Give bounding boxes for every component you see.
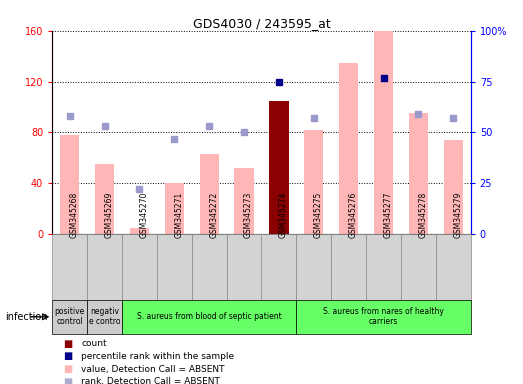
Bar <box>52 234 87 300</box>
Text: rank, Detection Call = ABSENT: rank, Detection Call = ABSENT <box>81 377 220 384</box>
Bar <box>192 234 226 300</box>
Bar <box>269 101 289 234</box>
Title: GDS4030 / 243595_at: GDS4030 / 243595_at <box>192 17 331 30</box>
Bar <box>122 234 157 300</box>
Bar <box>444 140 463 234</box>
Text: value, Detection Call = ABSENT: value, Detection Call = ABSENT <box>81 364 224 374</box>
Text: count: count <box>81 339 107 348</box>
Text: infection: infection <box>5 312 48 322</box>
Bar <box>87 234 122 300</box>
Text: GSM345269: GSM345269 <box>105 191 113 237</box>
Text: positive
control: positive control <box>54 307 85 326</box>
Text: percentile rank within the sample: percentile rank within the sample <box>81 352 234 361</box>
Text: S. aureus from blood of septic patient: S. aureus from blood of septic patient <box>137 312 281 321</box>
Text: ■: ■ <box>63 339 72 349</box>
Bar <box>87 300 122 334</box>
Bar <box>165 184 184 234</box>
Text: GSM345276: GSM345276 <box>349 191 358 237</box>
Text: negativ
e contro: negativ e contro <box>89 307 120 326</box>
Text: GSM345271: GSM345271 <box>174 191 184 237</box>
Text: ■: ■ <box>63 364 72 374</box>
Bar <box>52 300 87 334</box>
Bar <box>234 168 254 234</box>
Bar <box>339 63 358 234</box>
Text: GSM345268: GSM345268 <box>70 191 79 237</box>
Text: GSM345277: GSM345277 <box>383 191 393 237</box>
Text: GSM345274: GSM345274 <box>279 191 288 237</box>
Bar <box>436 234 471 300</box>
Bar <box>130 228 149 234</box>
Bar <box>122 300 297 334</box>
Bar <box>262 234 297 300</box>
Bar <box>401 234 436 300</box>
Bar <box>60 135 79 234</box>
Bar <box>297 300 471 334</box>
Text: GSM345273: GSM345273 <box>244 191 253 237</box>
Text: ■: ■ <box>63 351 72 361</box>
Bar <box>226 234 262 300</box>
Text: GSM345272: GSM345272 <box>209 191 218 237</box>
Bar <box>157 234 192 300</box>
Bar <box>374 31 393 234</box>
Text: GSM345279: GSM345279 <box>453 191 462 237</box>
Bar <box>331 234 366 300</box>
Bar <box>200 154 219 234</box>
Text: ■: ■ <box>63 377 72 384</box>
Bar <box>366 234 401 300</box>
Bar <box>409 113 428 234</box>
Bar <box>304 130 323 234</box>
Text: S. aureus from nares of healthy
carriers: S. aureus from nares of healthy carriers <box>323 307 444 326</box>
Bar <box>95 164 114 234</box>
Text: GSM345275: GSM345275 <box>314 191 323 237</box>
Text: GSM345278: GSM345278 <box>418 191 427 237</box>
Bar <box>297 234 331 300</box>
Text: GSM345270: GSM345270 <box>140 191 149 237</box>
